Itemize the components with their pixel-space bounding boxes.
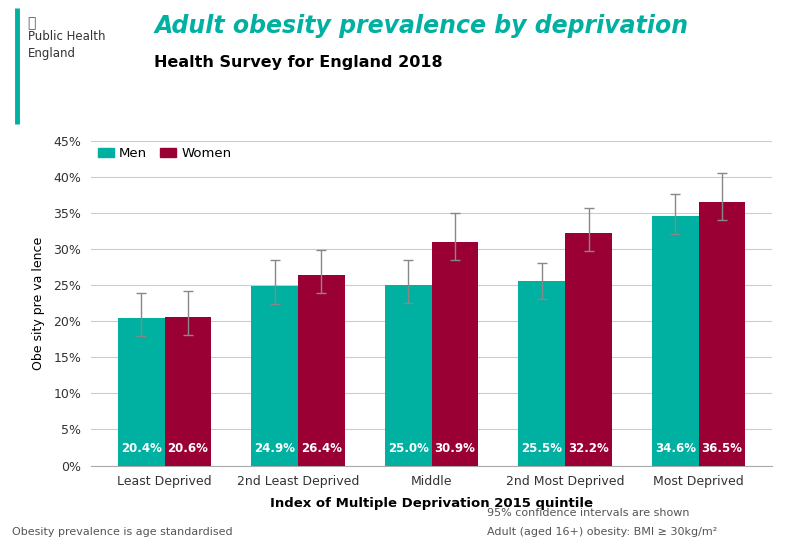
Text: 24.9%: 24.9% bbox=[254, 442, 295, 455]
Bar bbox=[118, 318, 165, 466]
Text: Obesity prevalence is age standardised: Obesity prevalence is age standardised bbox=[12, 527, 233, 537]
Text: Adult (aged 16+) obesity: BMI ≥ 30kg/m²: Adult (aged 16+) obesity: BMI ≥ 30kg/m² bbox=[487, 527, 718, 537]
Text: 25.5%: 25.5% bbox=[521, 442, 562, 455]
Text: 20.6%: 20.6% bbox=[167, 442, 208, 455]
Legend: Men, Women: Men, Women bbox=[97, 147, 231, 160]
Bar bbox=[385, 285, 432, 466]
Text: 20.4%: 20.4% bbox=[120, 442, 162, 455]
Text: 34.6%: 34.6% bbox=[655, 442, 696, 455]
Text: 30.9%: 30.9% bbox=[435, 442, 475, 455]
Text: Public Health: Public Health bbox=[28, 30, 105, 44]
Text: 36.5%: 36.5% bbox=[702, 442, 743, 455]
Bar bbox=[519, 282, 565, 466]
Bar bbox=[652, 215, 699, 466]
Bar bbox=[298, 275, 345, 466]
Text: 26.4%: 26.4% bbox=[301, 442, 342, 455]
Text: 95% confidence intervals are shown: 95% confidence intervals are shown bbox=[487, 508, 690, 518]
Text: 👑: 👑 bbox=[28, 17, 36, 30]
Bar bbox=[432, 242, 478, 466]
Y-axis label: Obe sity pre va lence: Obe sity pre va lence bbox=[32, 236, 45, 370]
Text: 32.2%: 32.2% bbox=[568, 442, 609, 455]
Text: Health Survey for England 2018: Health Survey for England 2018 bbox=[154, 55, 443, 70]
Bar bbox=[251, 286, 298, 466]
Bar bbox=[165, 317, 211, 466]
Bar bbox=[565, 233, 612, 466]
Text: 25.0%: 25.0% bbox=[388, 442, 428, 455]
Bar bbox=[699, 202, 745, 466]
X-axis label: Index of Multiple Deprivation 2015 quintile: Index of Multiple Deprivation 2015 quint… bbox=[270, 496, 593, 510]
Text: Adult obesity prevalence by deprivation: Adult obesity prevalence by deprivation bbox=[154, 14, 688, 38]
Text: England: England bbox=[28, 47, 76, 60]
